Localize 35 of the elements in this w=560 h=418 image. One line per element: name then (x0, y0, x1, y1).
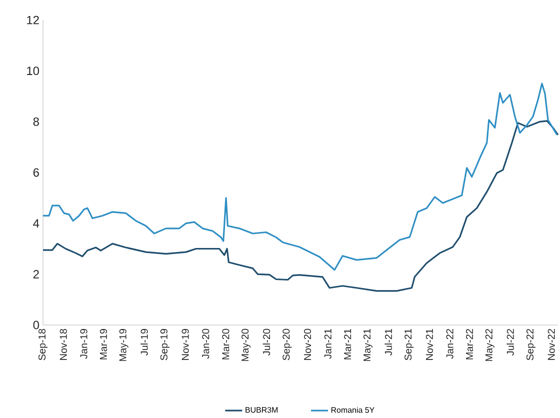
x-tick-label: Sep-20 (282, 328, 292, 360)
x-tick-label: Mar-19 (100, 328, 107, 360)
x-tick-label: Jul-20 (262, 328, 270, 356)
x-tick-label: Nov-21 (426, 328, 433, 360)
x-tick-label: Nov-20 (304, 328, 312, 360)
x-tick-label: Nov-19 (182, 328, 189, 360)
y-tick-label: 8 (33, 117, 39, 126)
x-tick-label: Jul-21 (384, 328, 392, 356)
x-tick-label: Jan-22 (446, 328, 454, 359)
x-tick-label: May-19 (119, 328, 128, 361)
y-tick-label: 0 (33, 320, 40, 330)
y-tick-label: 6 (33, 168, 39, 177)
x-tick-label: Sep-22 (526, 328, 536, 360)
x-tick-label: Jan-20 (202, 328, 210, 359)
x-tick-label: Sep-21 (404, 328, 414, 360)
x-tick-label: Mar-20 (222, 328, 230, 360)
x-tick-label: Mar-21 (344, 328, 352, 360)
y-tick-label: 2 (33, 270, 39, 278)
x-tick-label: Sep-18 (38, 328, 48, 360)
y-tick-label: 4 (33, 219, 40, 228)
x-tick-label: May-21 (363, 328, 372, 361)
y-tick-label: 10 (27, 66, 40, 75)
x-tick-label: Jul-22 (506, 328, 514, 356)
y-tick-label: 12 (27, 16, 39, 24)
x-tick-label: Nov-18 (60, 328, 67, 360)
x-tick-label: Jan-21 (324, 328, 332, 359)
x-tick-label: Nov-22 (548, 328, 555, 360)
x-tick-label: Mar-22 (466, 328, 474, 360)
x-tick-label: Jan-19 (80, 328, 88, 359)
x-tick-label: Jul-19 (140, 328, 148, 356)
x-tick-label: May-20 (242, 328, 251, 361)
line-series (42, 120, 559, 292)
x-tick-label: May-22 (485, 328, 494, 361)
x-tick-label: Sep-19 (160, 328, 170, 360)
line-series (42, 82, 558, 271)
